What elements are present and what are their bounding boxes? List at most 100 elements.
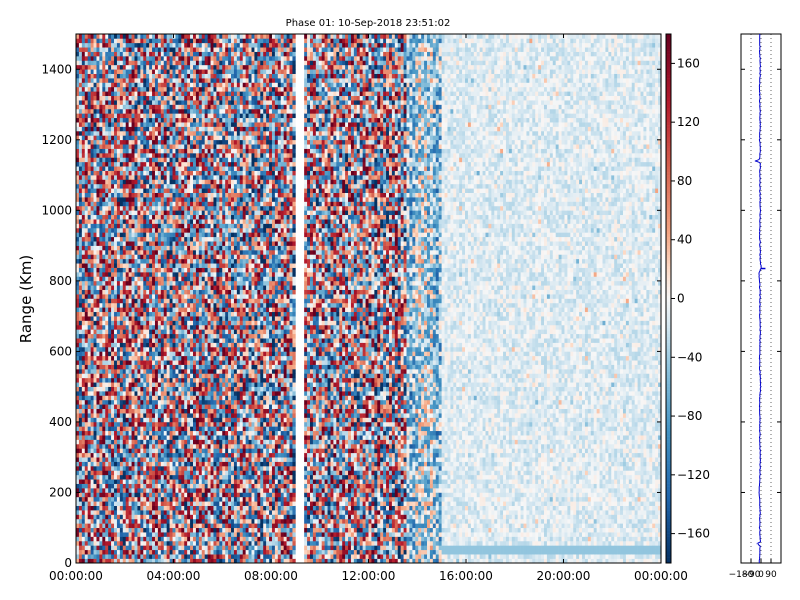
heatmap-cell bbox=[143, 474, 147, 480]
heatmap-cell bbox=[116, 483, 121, 489]
heatmap-cell bbox=[143, 91, 147, 97]
heatmap-cell bbox=[187, 457, 191, 462]
heatmap-cell bbox=[152, 122, 156, 127]
heatmap-cell bbox=[184, 408, 188, 414]
heatmap-cell bbox=[76, 536, 80, 542]
heatmap-cell bbox=[146, 250, 150, 255]
heatmap-cell bbox=[76, 532, 80, 537]
heatmap-cell bbox=[105, 34, 109, 39]
heatmap-cell bbox=[195, 227, 200, 233]
heatmap-cell bbox=[154, 100, 159, 105]
heatmap-cell bbox=[105, 333, 109, 339]
heatmap-cell bbox=[84, 69, 88, 74]
heatmap-cell bbox=[166, 135, 170, 141]
heatmap-cell bbox=[90, 34, 94, 39]
heatmap-cell bbox=[93, 60, 97, 66]
heatmap-cell bbox=[187, 545, 191, 551]
heatmap-cell bbox=[193, 351, 197, 357]
heatmap-cell bbox=[76, 382, 80, 387]
heatmap-cell bbox=[175, 153, 179, 158]
heatmap-cell bbox=[195, 488, 200, 493]
heatmap-cell bbox=[154, 236, 159, 242]
heatmap-cell bbox=[134, 558, 138, 564]
heatmap-cell bbox=[134, 413, 138, 418]
heatmap-cell bbox=[146, 545, 150, 551]
heatmap-cell bbox=[175, 448, 179, 454]
heatmap-cell bbox=[172, 144, 176, 149]
heatmap-cell bbox=[160, 241, 165, 246]
heatmap-cell bbox=[169, 417, 173, 423]
heatmap-cell bbox=[157, 417, 162, 423]
heatmap-cell bbox=[87, 466, 91, 471]
heatmap-cell bbox=[160, 316, 165, 321]
heatmap-cell bbox=[146, 130, 150, 136]
heatmap-cell bbox=[128, 523, 132, 529]
heatmap-cell bbox=[93, 426, 97, 432]
heatmap-cell bbox=[84, 369, 88, 374]
heatmap-cell bbox=[78, 355, 83, 361]
heatmap-cell bbox=[78, 69, 83, 74]
heatmap-cell bbox=[172, 73, 176, 79]
heatmap-cell bbox=[90, 91, 94, 97]
heatmap-cell bbox=[149, 113, 153, 119]
heatmap-cell bbox=[163, 540, 167, 546]
heatmap-cell bbox=[193, 470, 197, 476]
heatmap-cell bbox=[190, 457, 194, 462]
heatmap-cell bbox=[119, 78, 124, 83]
heatmap-cell bbox=[166, 64, 170, 70]
heatmap-cell bbox=[105, 135, 109, 141]
heatmap-cell bbox=[190, 223, 194, 229]
heatmap-cell bbox=[105, 391, 109, 396]
heatmap-cell bbox=[175, 95, 179, 101]
heatmap-cell bbox=[108, 64, 112, 70]
heatmap-cell bbox=[90, 157, 94, 163]
heatmap-cell bbox=[172, 439, 176, 445]
heatmap-cell bbox=[108, 289, 112, 295]
heatmap-cell bbox=[105, 408, 109, 414]
heatmap-cell bbox=[108, 395, 112, 401]
heatmap-cell bbox=[78, 461, 83, 467]
heatmap-cell bbox=[169, 122, 173, 127]
heatmap-cell bbox=[146, 302, 150, 308]
heatmap-cell bbox=[178, 192, 182, 198]
heatmap-cell bbox=[134, 64, 138, 70]
heatmap-cell bbox=[160, 56, 165, 61]
heatmap-cell bbox=[140, 161, 144, 167]
heatmap-cell bbox=[163, 479, 167, 484]
heatmap-cell bbox=[128, 153, 132, 158]
heatmap-cell bbox=[81, 219, 86, 224]
heatmap-cell bbox=[99, 205, 103, 211]
heatmap-cell bbox=[128, 130, 132, 136]
heatmap-cell bbox=[90, 130, 94, 136]
heatmap-cell bbox=[157, 272, 162, 277]
heatmap-cell bbox=[76, 64, 80, 70]
heatmap-cell bbox=[111, 148, 115, 154]
heatmap-cell bbox=[163, 316, 167, 321]
heatmap-cell bbox=[81, 307, 86, 313]
heatmap-cell bbox=[125, 148, 129, 154]
heatmap-cell bbox=[178, 227, 182, 233]
heatmap-cell bbox=[96, 166, 100, 171]
heatmap-cell bbox=[143, 417, 147, 423]
heatmap-cell bbox=[87, 545, 91, 551]
heatmap-cell bbox=[184, 130, 188, 136]
heatmap-cell bbox=[134, 466, 138, 471]
heatmap-cell bbox=[116, 280, 121, 286]
heatmap-cell bbox=[187, 254, 191, 260]
heatmap-cell bbox=[181, 95, 185, 101]
heatmap-cell bbox=[87, 510, 91, 515]
heatmap-cell bbox=[166, 139, 170, 145]
heatmap-cell bbox=[90, 329, 94, 335]
heatmap-cell bbox=[181, 82, 185, 88]
heatmap-cell bbox=[193, 210, 197, 216]
heatmap-cell bbox=[78, 223, 83, 229]
heatmap-cell bbox=[149, 435, 153, 440]
heatmap-cell bbox=[114, 175, 118, 180]
heatmap-cell bbox=[178, 241, 182, 246]
heatmap-cell bbox=[122, 73, 127, 79]
heatmap-cell bbox=[125, 510, 129, 515]
heatmap-cell bbox=[149, 144, 153, 149]
heatmap-cell bbox=[143, 263, 147, 268]
heatmap-cell bbox=[193, 443, 197, 449]
heatmap-cell bbox=[93, 540, 97, 546]
